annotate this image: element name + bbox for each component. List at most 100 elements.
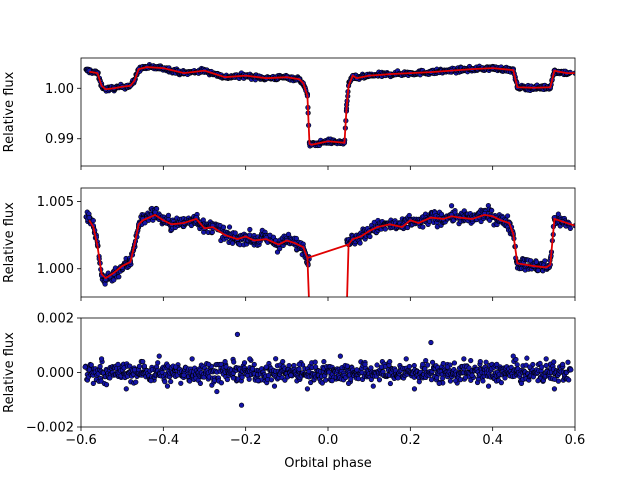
data-point xyxy=(494,361,500,367)
data-point xyxy=(477,359,483,365)
data-point xyxy=(321,359,327,365)
panel-3: −0.6 −0.4 −0.2 0.0 0.2 0.4 0.6 −0.002 0.000 0.002… xyxy=(2,312,585,449)
data-point xyxy=(162,379,168,385)
data-point xyxy=(189,356,195,362)
data-point xyxy=(156,353,162,359)
y-tick-label: 0.000 xyxy=(37,366,74,381)
data-point xyxy=(362,361,368,367)
data-point xyxy=(148,378,154,384)
data-point xyxy=(485,383,492,389)
data-point xyxy=(551,359,557,365)
data-point xyxy=(378,364,385,370)
data-point xyxy=(115,361,121,367)
data-point xyxy=(173,364,179,370)
data-point xyxy=(280,359,286,365)
data-point xyxy=(387,380,394,387)
data-point xyxy=(111,277,117,283)
data-point xyxy=(88,362,94,368)
data-point xyxy=(286,362,292,369)
data-point xyxy=(141,363,148,369)
plot-area xyxy=(82,331,574,408)
data-point xyxy=(451,360,458,366)
data-point xyxy=(513,356,519,363)
y-tick-label: 0.99 xyxy=(45,132,74,147)
data-point xyxy=(498,380,504,386)
data-point xyxy=(232,230,238,236)
data-point xyxy=(282,377,288,383)
data-point xyxy=(344,363,350,369)
data-point xyxy=(319,380,325,386)
data-point xyxy=(131,367,138,373)
data-point xyxy=(98,356,105,362)
data-point xyxy=(255,378,261,384)
data-point xyxy=(420,224,426,230)
data-point xyxy=(226,224,233,230)
data-point xyxy=(468,357,474,364)
data-point xyxy=(376,377,383,383)
data-point xyxy=(268,377,275,383)
y-axis-label: Relative flux xyxy=(2,332,17,413)
data-point xyxy=(123,386,129,392)
data-point xyxy=(539,364,545,370)
data-point xyxy=(312,359,318,365)
data-point xyxy=(231,359,237,365)
data-point xyxy=(323,377,329,383)
data-point xyxy=(136,363,143,369)
data-point xyxy=(374,362,380,368)
data-point xyxy=(527,364,533,370)
data-point xyxy=(423,357,429,364)
data-point xyxy=(82,364,88,370)
data-point xyxy=(247,226,253,233)
data-point xyxy=(288,372,294,378)
data-point xyxy=(247,356,253,362)
data-point xyxy=(411,386,418,392)
data-point xyxy=(197,380,203,387)
x-tick-label: 0.6 xyxy=(565,433,586,448)
data-point xyxy=(178,380,184,386)
data-point xyxy=(447,378,454,384)
x-tick-label: 0.0 xyxy=(318,433,339,448)
data-point xyxy=(560,361,566,367)
panel-1: 0.99 1.00 Relative flux xyxy=(2,57,576,170)
data-point xyxy=(568,367,574,373)
data-point xyxy=(354,367,360,373)
data-point xyxy=(116,274,122,280)
data-point xyxy=(142,220,148,226)
data-point xyxy=(502,375,508,381)
data-point xyxy=(567,225,573,232)
data-point xyxy=(206,361,212,367)
data-point xyxy=(444,364,450,370)
data-point xyxy=(461,356,467,362)
data-point xyxy=(483,359,489,365)
data-point xyxy=(469,372,475,378)
x-axis-label: Orbital phase xyxy=(284,456,371,471)
data-point xyxy=(152,209,158,215)
data-point xyxy=(90,380,96,387)
data-point xyxy=(181,372,187,378)
data-point xyxy=(329,378,335,384)
data-point xyxy=(543,356,549,362)
data-point xyxy=(218,380,225,386)
data-point xyxy=(542,258,548,264)
data-point xyxy=(107,375,113,381)
data-point xyxy=(416,379,422,385)
x-tick-label: −0.6 xyxy=(65,433,97,448)
data-point xyxy=(230,375,236,381)
y-tick-label: 1.00 xyxy=(45,82,74,97)
data-point xyxy=(404,224,411,231)
data-point xyxy=(165,212,172,218)
data-point xyxy=(510,353,516,359)
data-point xyxy=(370,383,376,389)
data-point xyxy=(438,211,445,217)
data-point xyxy=(403,356,409,362)
data-point xyxy=(505,213,511,219)
data-point xyxy=(428,339,434,346)
data-point xyxy=(453,378,459,384)
data-point xyxy=(222,359,228,365)
data-point xyxy=(448,203,455,209)
x-tick-label: 0.4 xyxy=(482,433,503,448)
data-point xyxy=(246,376,252,382)
data-point xyxy=(265,372,272,379)
